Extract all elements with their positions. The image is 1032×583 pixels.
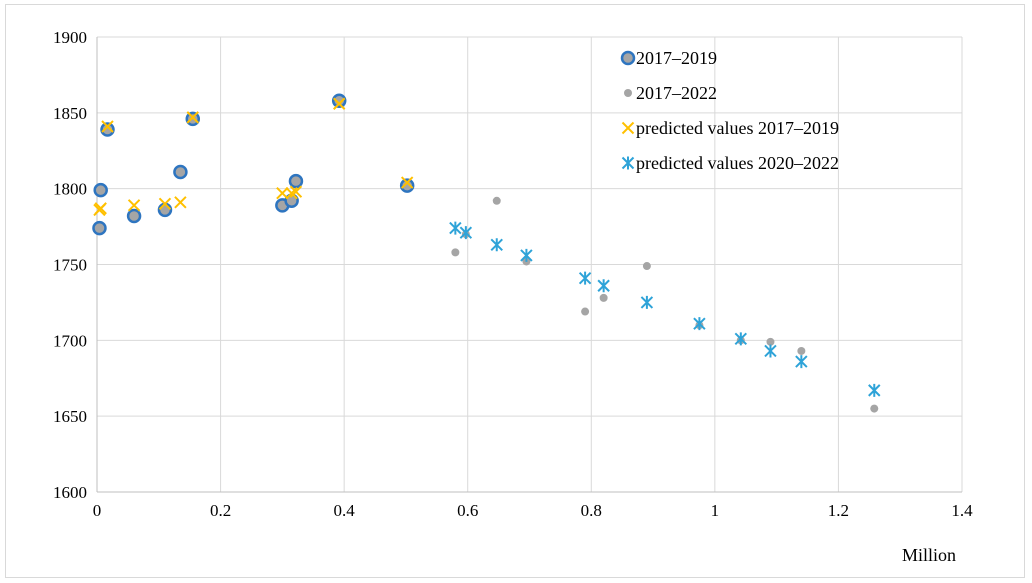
- data-point-predicted-2020-2022: [520, 248, 533, 262]
- y-tick-label: 1600: [53, 483, 87, 502]
- x-tick-label: 0.8: [581, 501, 602, 520]
- data-point-2017-2019: [185, 111, 201, 127]
- data-point-predicted-2017-2019: [289, 185, 303, 198]
- data-point-predicted-2020-2022: [597, 279, 610, 293]
- data-point-predicted-2017-2019: [276, 187, 289, 200]
- legend-label: predicted values 2017–2019: [636, 118, 839, 138]
- data-point-predicted-2020-2022: [640, 295, 654, 309]
- data-point-2017-2019: [620, 50, 636, 66]
- data-point-predicted-2020-2022: [621, 156, 635, 170]
- data-point-predicted-2017-2019: [332, 97, 346, 110]
- data-point-predicted-2020-2022: [459, 226, 473, 240]
- series-3: [449, 221, 881, 397]
- legend-label: 2017–2022: [636, 83, 717, 103]
- data-point-predicted-2017-2019: [158, 197, 172, 211]
- y-tick-label: 1700: [53, 331, 87, 350]
- data-point-2017-2022: [451, 248, 460, 257]
- y-tick-label: 1800: [53, 180, 87, 199]
- data-point-predicted-2020-2022: [693, 317, 706, 331]
- data-point-predicted-2017-2019: [400, 176, 414, 189]
- y-tick-label: 1750: [53, 256, 87, 275]
- data-point-2017-2019: [93, 182, 108, 198]
- legend: 2017–2019 2017–2022 predicted values 2017–…: [620, 48, 839, 173]
- data-point-2017-2022: [797, 346, 806, 355]
- data-point-predicted-2017-2019: [186, 111, 199, 124]
- data-point-2017-2019: [157, 202, 173, 218]
- series-2: [93, 97, 414, 217]
- data-point-predicted-2020-2022: [578, 271, 592, 285]
- data-point-predicted-2020-2022: [490, 238, 503, 252]
- data-point-predicted-2017-2019: [94, 202, 107, 215]
- data-point-2017-2019: [173, 164, 188, 180]
- data-point-predicted-2017-2019: [101, 120, 114, 133]
- data-point-predicted-2020-2022: [449, 221, 462, 235]
- x-axis-label: Million: [902, 545, 956, 565]
- data-point-2017-2019: [92, 220, 107, 236]
- data-point-predicted-2020-2022: [868, 383, 881, 397]
- data-point-2017-2022: [624, 89, 632, 97]
- x-tick-label: 1: [711, 501, 720, 520]
- data-point-predicted-2020-2022: [764, 344, 777, 358]
- data-point-2017-2022: [599, 293, 608, 302]
- data-point-2017-2022: [492, 196, 501, 205]
- x-tick-label: 0.2: [210, 501, 231, 520]
- series-0: [92, 93, 415, 236]
- y-tick-label: 1850: [53, 104, 87, 123]
- data-point-2017-2019: [399, 178, 415, 193]
- x-tick-label: 1.4: [951, 501, 973, 520]
- y-tick-label: 1900: [53, 28, 87, 47]
- data-point-predicted-2017-2019: [127, 199, 141, 212]
- data-point-2017-2022: [766, 337, 775, 346]
- chart-frame: [5, 4, 1025, 578]
- data-point-2017-2019: [288, 173, 304, 189]
- x-tick-label: 1.2: [828, 501, 849, 520]
- y-tick-label: 1650: [53, 407, 87, 426]
- data-point-predicted-2017-2019: [621, 121, 635, 135]
- data-point-2017-2019: [100, 122, 115, 137]
- legend-label: predicted values 2020–2022: [636, 153, 839, 173]
- legend-label: 2017–2019: [636, 48, 717, 68]
- x-tick-label: 0.4: [334, 501, 356, 520]
- data-point-2017-2022: [581, 307, 590, 316]
- x-tick-label: 0: [93, 501, 102, 520]
- data-point-2017-2019: [331, 93, 347, 108]
- x-tick-label: 0.6: [457, 501, 478, 520]
- data-point-2017-2019: [126, 208, 142, 224]
- data-point-2017-2022: [870, 404, 879, 413]
- data-point-predicted-2017-2019: [285, 187, 298, 200]
- data-point-predicted-2020-2022: [795, 355, 808, 369]
- data-point-predicted-2020-2022: [734, 332, 748, 346]
- series-1: [451, 196, 879, 413]
- data-point-2017-2022: [642, 262, 651, 271]
- data-point-predicted-2017-2019: [174, 196, 187, 209]
